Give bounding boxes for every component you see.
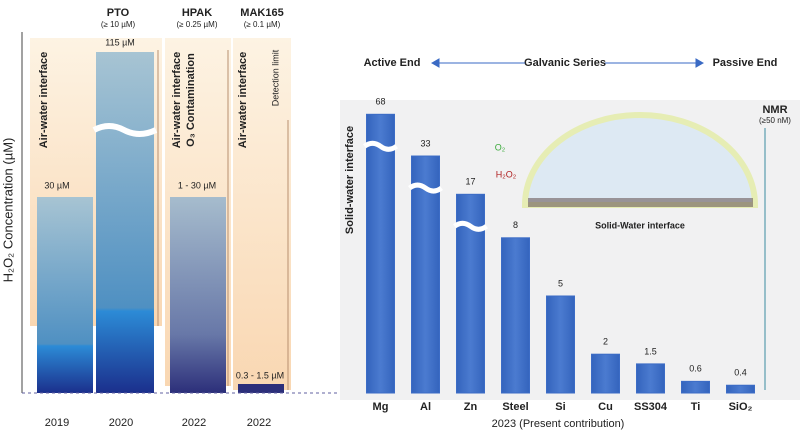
year: 2022 bbox=[247, 417, 271, 429]
droplet bbox=[521, 112, 759, 208]
series-end: Active End bbox=[364, 57, 421, 69]
interface-label: Detection limit bbox=[270, 49, 280, 106]
bar bbox=[411, 155, 440, 394]
o2-label: O₂ bbox=[495, 142, 506, 152]
column-label: 0.3 - 1.5 µM bbox=[236, 370, 284, 380]
series-arrow bbox=[430, 58, 705, 68]
interface-label: Air-water interface bbox=[237, 52, 249, 149]
bar bbox=[366, 113, 395, 394]
value-label: 0.6 bbox=[689, 364, 702, 374]
year: 2022 bbox=[182, 417, 206, 429]
axis-break bbox=[453, 220, 488, 232]
series-end: Passive End bbox=[713, 57, 778, 69]
column bbox=[96, 52, 154, 393]
group-name: PTO bbox=[107, 7, 130, 19]
group-name: MAK165 bbox=[240, 7, 283, 19]
nmr-label: NMR bbox=[762, 104, 787, 116]
x-tick-label: Steel bbox=[502, 401, 528, 413]
nmr-limit: (≥50 nM) bbox=[759, 116, 791, 125]
value-label: 33 bbox=[420, 138, 430, 148]
x-tick-label: Si bbox=[555, 401, 565, 413]
group-limit: (≥ 0.25 µM) bbox=[176, 20, 217, 29]
column bbox=[170, 197, 226, 393]
series-title: Galvanic Series bbox=[524, 57, 606, 69]
bar bbox=[726, 384, 755, 394]
value-label: 1.5 bbox=[644, 346, 657, 356]
x-tick-label: Zn bbox=[464, 401, 478, 413]
year: 2020 bbox=[109, 417, 133, 429]
value-label: 17 bbox=[465, 177, 475, 187]
x-tick-label: SiO₂ bbox=[729, 401, 753, 413]
x-tick-label: Cu bbox=[598, 401, 613, 413]
bar bbox=[681, 380, 710, 394]
axis-break bbox=[363, 140, 398, 152]
column bbox=[238, 384, 284, 393]
group-name: HPAK bbox=[182, 7, 212, 19]
bar bbox=[546, 295, 575, 394]
interface-label: O₃ Contamination bbox=[185, 53, 197, 147]
value-label: 8 bbox=[513, 220, 518, 230]
bar bbox=[636, 363, 665, 394]
column-label: 115 µM bbox=[105, 37, 135, 47]
value-label: 0.4 bbox=[734, 368, 747, 378]
x-tick-label: Ti bbox=[691, 401, 701, 413]
interface-label: Air-water interface bbox=[38, 52, 50, 149]
value-label: 5 bbox=[558, 278, 563, 288]
bar bbox=[501, 237, 530, 394]
bar bbox=[591, 353, 620, 394]
x-tick-label: Al bbox=[420, 401, 431, 413]
value-label: 2 bbox=[603, 337, 608, 347]
group-limit: (≥ 10 µM) bbox=[101, 20, 136, 29]
value-label: 68 bbox=[375, 97, 385, 107]
column-label: 30 µM bbox=[44, 180, 69, 190]
h2o2-label: H₂O₂ bbox=[496, 169, 517, 179]
droplet-label: Solid-Water interface bbox=[595, 220, 685, 230]
x-tick-label: SS304 bbox=[634, 401, 668, 413]
year: 2019 bbox=[45, 417, 69, 429]
column-label: 1 - 30 µM bbox=[178, 180, 216, 190]
column bbox=[37, 197, 93, 393]
group-limit: (≥ 0.1 µM) bbox=[244, 20, 281, 29]
droplet-surface bbox=[528, 198, 753, 207]
x-tick-label: Mg bbox=[373, 401, 389, 413]
x-label: 2023 (Present contribution) bbox=[492, 418, 625, 430]
axis-break bbox=[92, 123, 158, 137]
axis-break bbox=[408, 182, 443, 194]
mak-panel bbox=[233, 38, 291, 390]
interface-label: Solid-water interface bbox=[344, 126, 356, 234]
interface-label: Air-water interface bbox=[171, 52, 183, 149]
y-label: H₂O₂ Concentration (µM) bbox=[0, 138, 15, 283]
